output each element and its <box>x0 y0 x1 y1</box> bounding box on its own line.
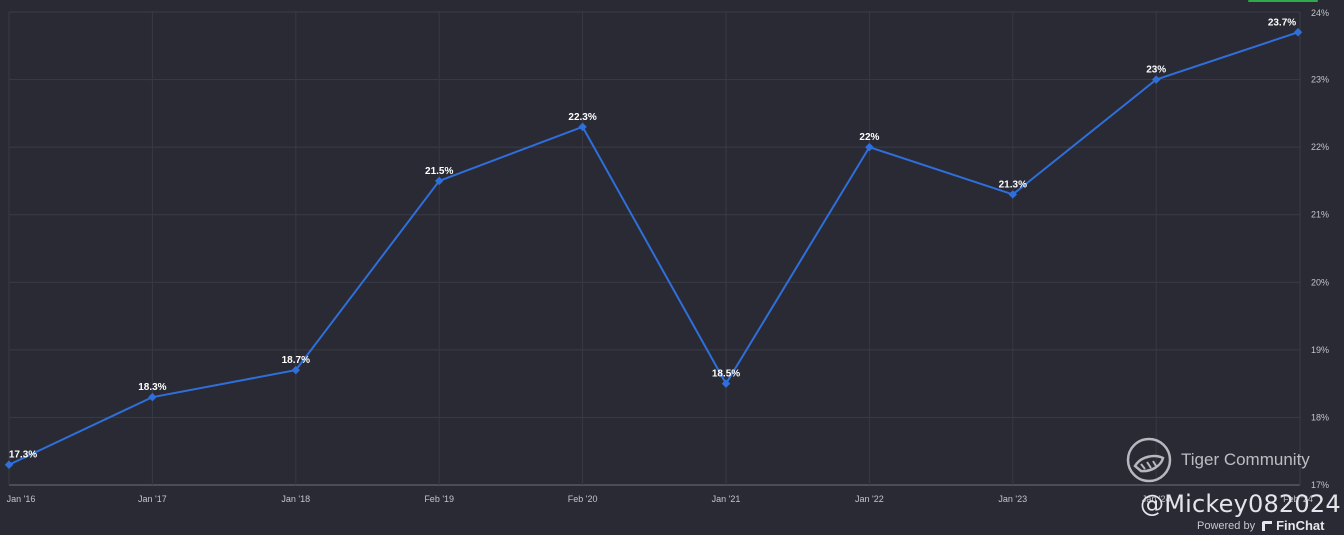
data-labels: 17.3% 18.3% 18.7% 21.5% 22.3% 18.5% 22% 21.3% 23… <box>9 17 1296 460</box>
y-tick-label: 17% <box>1311 480 1329 490</box>
data-label: 17.3% <box>9 450 37 461</box>
y-tick-label: 22% <box>1311 142 1329 152</box>
data-point <box>721 379 731 388</box>
tiger-community-watermark: Tiger Community <box>1125 436 1310 484</box>
x-tick-label: Jan '18 <box>281 494 310 504</box>
data-label: 22.3% <box>568 112 596 123</box>
x-axis: Jan '16 Jan '17 Jan '18 Feb '19 Feb '20 Jan '… <box>7 494 1313 504</box>
data-point <box>291 365 301 375</box>
y-tick-label: 19% <box>1311 345 1329 355</box>
data-label: 21.3% <box>999 179 1027 190</box>
tiger-logo-icon <box>1126 437 1172 483</box>
x-tick-label: Feb '24 <box>1283 494 1313 504</box>
powered-by-label: Powered by <box>1197 519 1256 532</box>
y-tick-label: 18% <box>1311 412 1329 422</box>
data-label: 23.7% <box>1268 17 1296 28</box>
x-tick-label: Jan '16 <box>7 494 36 504</box>
powered-by: Powered by FinChat <box>1197 518 1324 533</box>
data-label: 18.5% <box>712 369 740 380</box>
y-tick-label: 21% <box>1311 210 1329 220</box>
y-axis: 17% 18% 19% 20% 21% 22% 23% 24% <box>1311 8 1329 490</box>
data-point <box>1293 28 1303 37</box>
x-tick-label: Jan '22 <box>855 494 884 504</box>
finchat-label: FinChat <box>1276 518 1325 533</box>
accent-bar <box>1248 0 1318 2</box>
y-tick-label: 24% <box>1311 8 1329 18</box>
y-tick-label: 23% <box>1311 75 1329 85</box>
data-point <box>578 122 587 132</box>
x-tick-label: Jan '24 <box>1142 494 1171 504</box>
x-tick-label: Jan '23 <box>998 494 1027 504</box>
data-label: 23% <box>1146 65 1166 76</box>
data-label: 21.5% <box>425 166 453 177</box>
data-label: 18.3% <box>138 382 166 393</box>
x-tick-label: Jan '17 <box>138 494 167 504</box>
series-line <box>8 31 1299 466</box>
data-point <box>434 176 444 186</box>
data-label: 22% <box>859 132 879 143</box>
grid <box>8 11 1301 486</box>
watermark-handle: @Mickey082024 <box>1140 490 1341 518</box>
x-tick-label: Feb '19 <box>424 494 454 504</box>
finchat-brand: FinChat <box>1261 518 1324 533</box>
x-tick-label: Jan '21 <box>712 494 741 504</box>
y-tick-label: 20% <box>1311 277 1329 287</box>
finchat-icon <box>1262 520 1273 531</box>
series <box>4 28 1303 469</box>
data-label: 18.7% <box>282 355 310 366</box>
x-tick-label: Feb '20 <box>568 494 598 504</box>
data-point <box>148 392 157 402</box>
watermark-brand: Tiger Community <box>1181 450 1310 469</box>
data-point <box>4 460 14 469</box>
